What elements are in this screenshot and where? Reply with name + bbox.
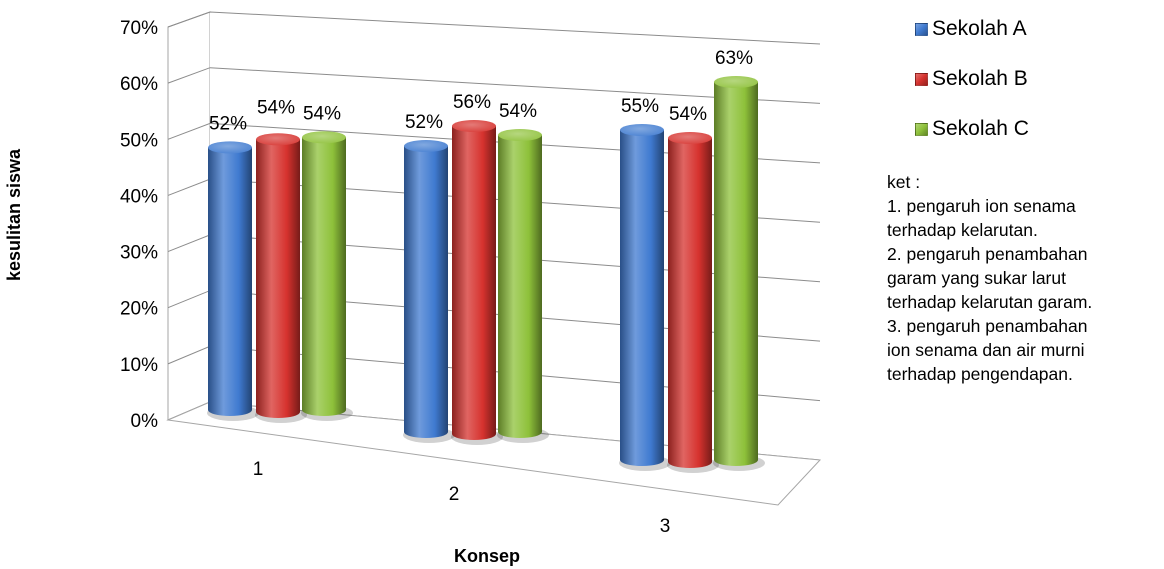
y-tick-label: 20%	[120, 299, 158, 320]
legend-label: Sekolah C	[932, 117, 1029, 140]
notes-line: 1. pengaruh ion senama	[887, 196, 1076, 216]
y-tick-label: 30%	[120, 243, 158, 264]
legend-label: Sekolah A	[932, 17, 1027, 40]
data-label: 55%	[621, 96, 659, 117]
data-label: 54%	[257, 97, 295, 118]
bar-body	[256, 139, 300, 419]
x-tick-label: 1	[253, 459, 264, 480]
bar-body	[208, 147, 252, 416]
bar-top	[498, 129, 542, 141]
bar-sekolah-c-konsep-1	[301, 131, 353, 421]
legend-swatch	[915, 122, 928, 136]
bar-top	[404, 140, 448, 152]
legend: Sekolah A Sekolah B Sekolah C	[915, 4, 1029, 154]
bar-top	[668, 132, 712, 144]
bar-top	[302, 131, 346, 144]
x-tick-label: 2	[449, 484, 460, 505]
notes-line: terhadap kelarutan garam.	[887, 292, 1093, 312]
bar-body	[302, 137, 346, 417]
bar-top	[714, 76, 758, 88]
legend-swatch	[915, 72, 928, 86]
bar-body	[714, 82, 758, 466]
legend-label: Sekolah B	[932, 67, 1028, 90]
bar-top	[452, 120, 496, 132]
data-label: 56%	[453, 92, 491, 113]
data-label: 54%	[669, 104, 707, 125]
y-tick-label: 70%	[120, 18, 158, 39]
bar-sekolah-c-konsep-2	[497, 129, 549, 443]
side-wall	[167, 11, 211, 421]
data-label: 52%	[405, 112, 443, 133]
bar-body	[668, 138, 712, 468]
notes-line: terhadap kelarutan.	[887, 220, 1038, 240]
notes-line: ion senama dan air murni	[887, 340, 1085, 360]
floor-plane	[166, 401, 822, 506]
bar-sekolah-b-konsep-1	[255, 133, 307, 423]
y-tick-label: 10%	[120, 355, 158, 376]
y-axis-title: kesulitan siswa	[4, 148, 24, 281]
bar-sekolah-a-konsep-1	[207, 141, 259, 421]
notes-line: terhadap pengendapan.	[887, 364, 1073, 384]
legend-swatch	[915, 22, 928, 36]
data-label: 52%	[209, 113, 247, 134]
notes-line: 2. pengaruh penambahan	[887, 244, 1088, 264]
notes-heading: ket :	[887, 172, 921, 192]
bar-body	[498, 135, 542, 438]
gridline	[167, 11, 821, 45]
bar-top	[208, 141, 252, 154]
bar-top	[256, 133, 300, 146]
chart-floor	[166, 401, 822, 506]
y-tick-label: 0%	[131, 411, 159, 432]
notes-line: garam yang sukar larut	[887, 268, 1066, 288]
gridline	[167, 122, 821, 164]
x-tick-label: 3	[660, 516, 671, 537]
bar-body	[404, 146, 448, 438]
data-label: 54%	[303, 103, 341, 124]
y-tick-label: 50%	[120, 130, 158, 151]
notes-box: ket : 1. pengaruh ion senama terhadap ke…	[887, 170, 1162, 386]
legend-item-sekolah-b: Sekolah B	[915, 54, 1029, 104]
x-axis-ticks: 1 2 3	[253, 459, 671, 537]
bar-sekolah-b-konsep-3	[667, 132, 719, 473]
bar-top	[620, 124, 664, 136]
notes-line: 3. pengaruh penambahan	[887, 316, 1088, 336]
y-tick-label: 40%	[120, 186, 158, 207]
bar-body	[452, 126, 496, 440]
legend-item-sekolah-c: Sekolah C	[915, 104, 1029, 154]
y-tick-label: 60%	[120, 74, 158, 95]
y-axis-ticks: 0% 10% 20% 30% 40% 50% 60% 70%	[120, 18, 158, 432]
bar-body	[620, 130, 664, 466]
data-label: 54%	[499, 101, 537, 122]
x-axis-title: Konsep	[454, 546, 520, 566]
bar-sekolah-b-konsep-2	[451, 120, 503, 445]
data-label: 63%	[715, 48, 753, 69]
bars	[207, 76, 765, 473]
legend-item-sekolah-a: Sekolah A	[915, 4, 1029, 54]
bar-sekolah-a-konsep-3	[619, 124, 671, 471]
data-labels: 52% 54% 54% 52% 56% 54% 55% 54% 63%	[209, 48, 753, 134]
bar-sekolah-c-konsep-3	[713, 76, 765, 471]
bar-sekolah-a-konsep-2	[403, 140, 455, 443]
gridline	[167, 67, 821, 104]
